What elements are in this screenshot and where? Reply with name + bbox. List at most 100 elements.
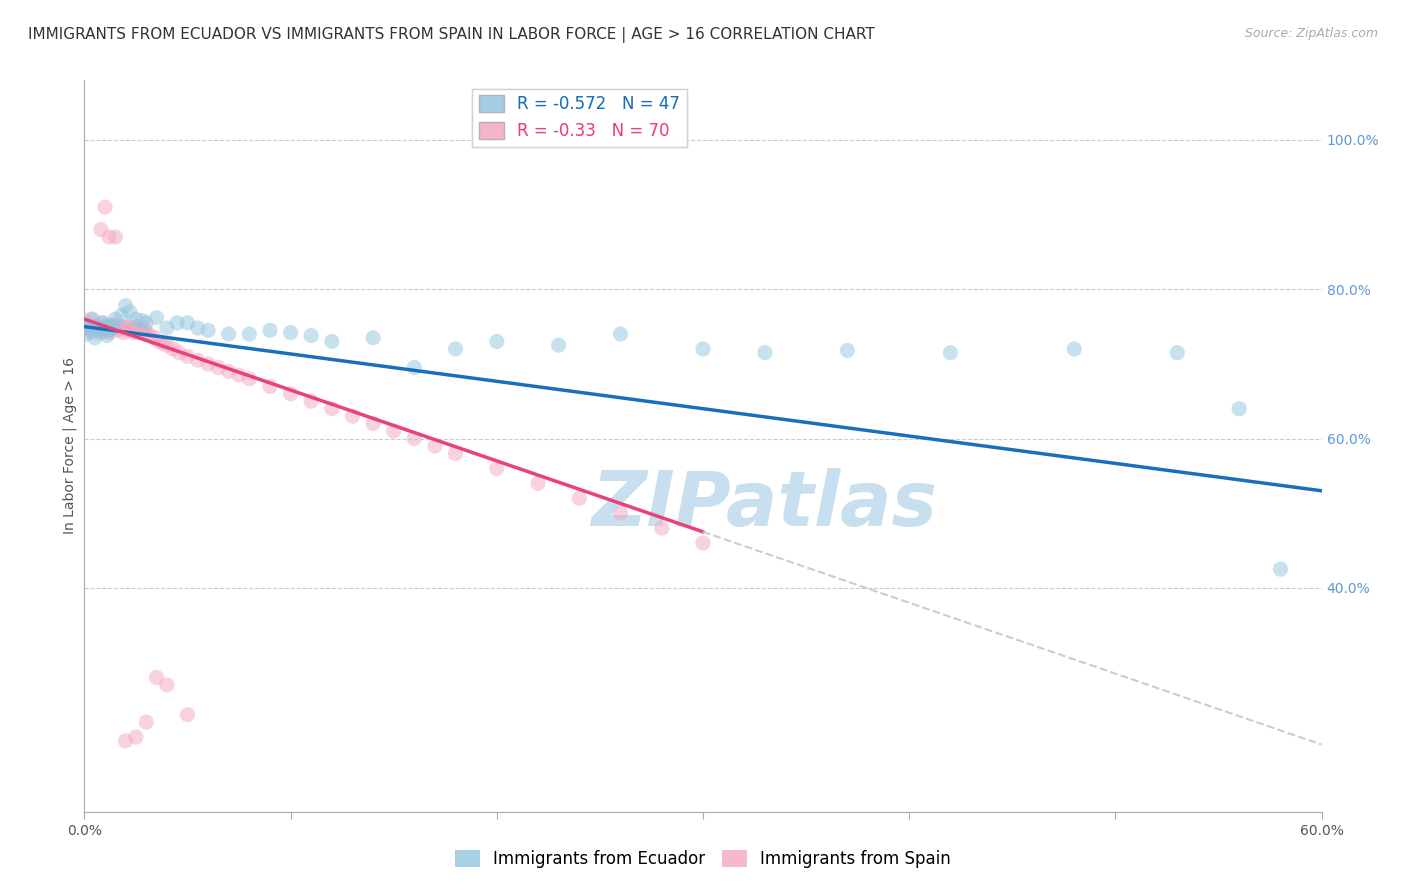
Point [90,222,112,236]
Point [79,312,101,326]
Point [86,319,108,334]
Point [87,321,110,335]
Point [103,321,125,335]
Point [122,326,145,340]
Point [609,506,631,520]
Point [145,670,167,684]
Point [121,321,143,335]
Point [129,326,152,340]
Point [444,446,467,460]
Point [361,331,384,345]
Point [90,326,112,340]
Point [112,326,135,340]
Point [148,334,170,349]
Point [127,321,149,335]
Point [166,316,188,330]
Point [187,353,209,368]
Point [94,319,117,334]
Point [125,730,148,744]
Point [114,734,136,748]
Point [114,299,136,313]
Point [156,338,179,352]
Point [103,321,125,335]
Point [162,342,184,356]
Point [143,331,166,345]
Point [321,334,343,349]
Point [444,342,467,356]
Point [527,476,550,491]
Point [754,345,776,359]
Point [125,319,148,334]
Point [145,310,167,325]
Point [91,316,114,330]
Point [100,319,122,334]
Point [100,318,122,332]
Point [609,326,631,341]
Point [176,707,198,722]
Point [361,417,384,431]
Text: IMMIGRANTS FROM ECUADOR VS IMMIGRANTS FROM SPAIN IN LABOR FORCE | AGE > 16 CORRE: IMMIGRANTS FROM ECUADOR VS IMMIGRANTS FR… [28,27,875,43]
Point [197,323,219,337]
Point [108,321,131,335]
Point [135,316,157,330]
Point [176,350,198,364]
Point [187,321,209,335]
Text: Source: ZipAtlas.com: Source: ZipAtlas.com [1244,27,1378,40]
Point [75,326,97,341]
Point [321,401,343,416]
Point [485,334,508,349]
Point [94,200,117,214]
Point [96,323,118,337]
Point [1270,562,1292,576]
Point [82,326,104,340]
Point [90,321,112,335]
Point [79,323,101,337]
Point [167,345,190,359]
Point [134,321,156,335]
Point [176,316,198,330]
Point [228,368,250,383]
Point [939,345,962,359]
Point [280,326,302,340]
Point [82,312,104,326]
Point [77,319,100,334]
Point [837,343,859,358]
Point [207,360,229,375]
Point [139,328,162,343]
Point [1227,401,1250,416]
Point [485,461,508,475]
Text: ZIPatlas: ZIPatlas [592,467,938,541]
Point [86,318,108,332]
Point [299,328,322,343]
Point [218,326,240,341]
Point [94,319,117,334]
Point [259,379,281,393]
Point [104,230,127,244]
Point [87,323,110,337]
Point [105,323,128,337]
Point [104,312,127,326]
Point [156,678,179,692]
Point [98,230,121,244]
Point [259,323,281,337]
Point [77,321,100,335]
Point [118,304,141,318]
Point [135,326,157,340]
Point [342,409,364,424]
Point [218,364,240,378]
Legend: R = -0.572   N = 47, R = -0.33   N = 70: R = -0.572 N = 47, R = -0.33 N = 70 [472,88,686,146]
Point [117,323,139,337]
Point [75,316,97,330]
Point [114,321,136,335]
Point [280,386,302,401]
Point [110,319,132,334]
Point [238,326,260,341]
Point [83,331,105,345]
Point [91,316,114,330]
Point [83,319,105,334]
Point [98,323,121,337]
Point [131,323,153,337]
Point [135,715,157,730]
Point [651,521,673,535]
Point [110,309,132,323]
